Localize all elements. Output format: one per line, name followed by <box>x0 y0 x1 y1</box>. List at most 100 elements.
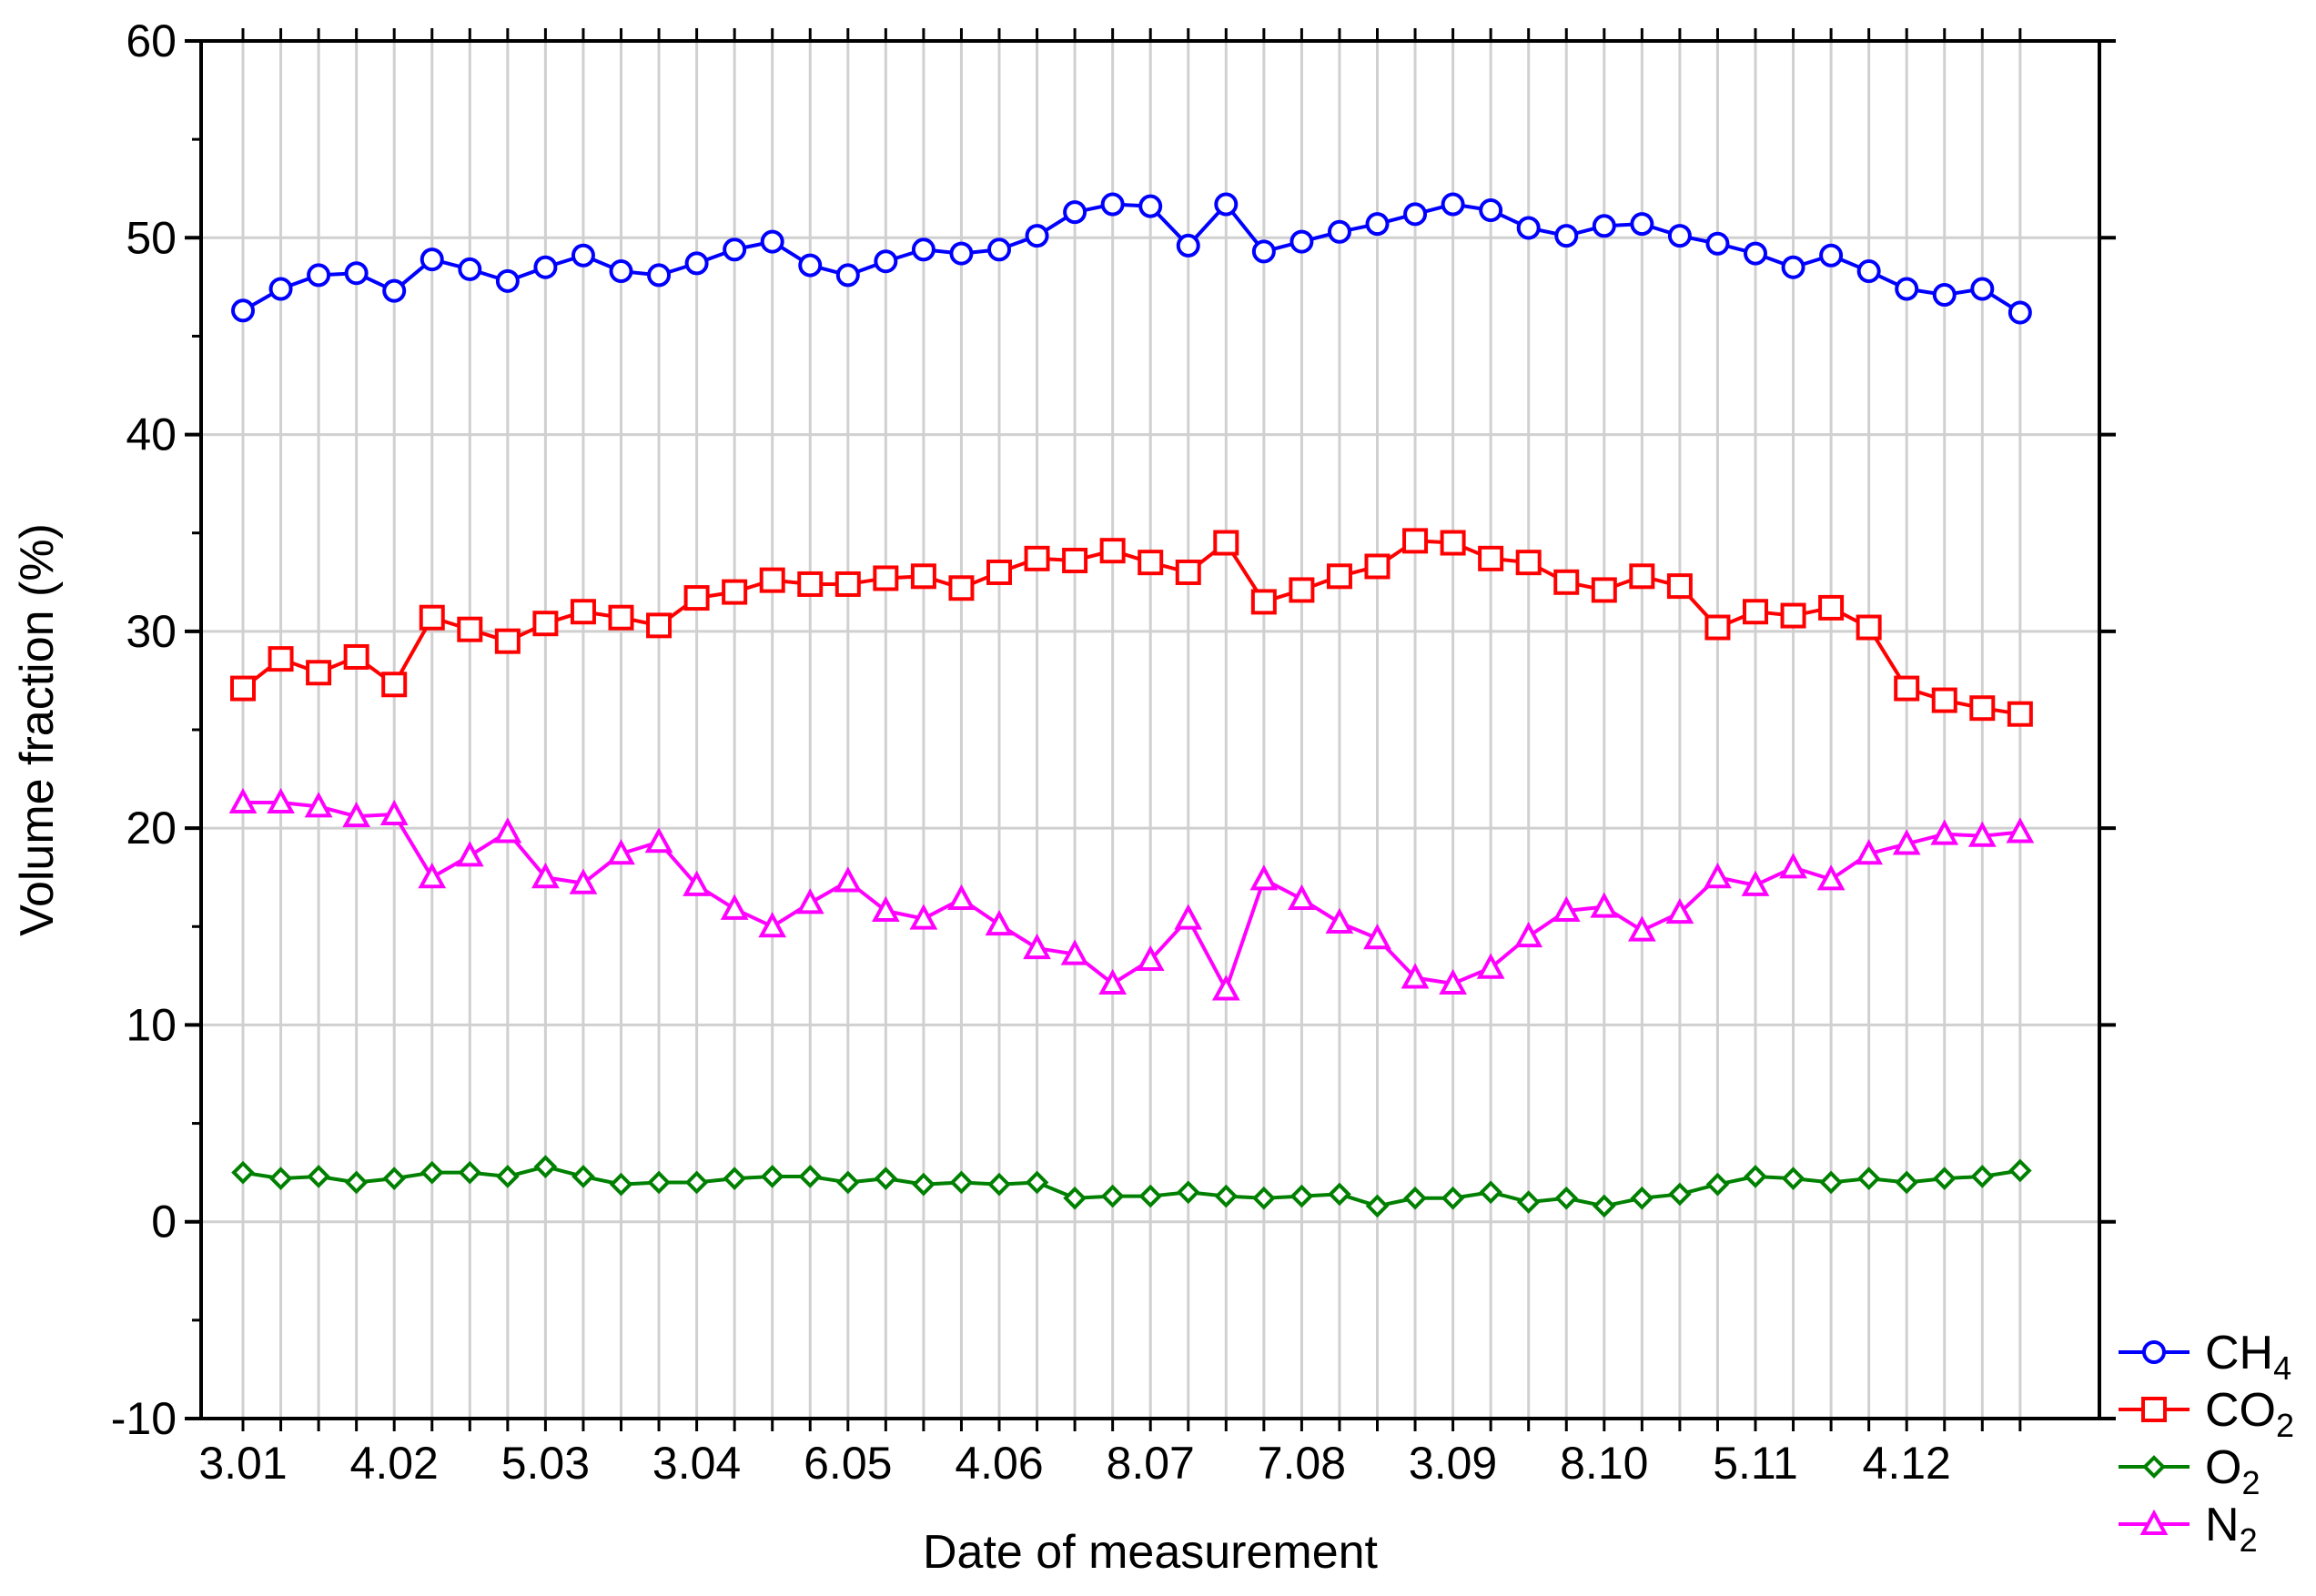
data-point-N2 <box>1363 924 1391 950</box>
data-point-N2 <box>758 912 787 938</box>
data-series <box>228 192 2035 1218</box>
legend-swatch-marker <box>2142 1340 2166 1364</box>
data-point-CH4 <box>684 251 709 276</box>
data-point-CO2 <box>1629 563 1655 590</box>
x-tick-label: 7.08 <box>1258 1438 1346 1489</box>
data-point-O2 <box>987 1172 1011 1197</box>
data-point-O2 <box>874 1167 898 1190</box>
data-point-N2 <box>1741 870 1770 896</box>
legend-label: CH4 <box>2205 1327 2291 1387</box>
data-point-O2 <box>1895 1170 1919 1195</box>
data-point-CO2 <box>457 616 483 642</box>
data-point-N2 <box>1098 968 1128 995</box>
data-point-CH4 <box>949 241 974 266</box>
x-tick-label: 8.10 <box>1560 1438 1648 1489</box>
data-point-O2 <box>1932 1167 1957 1190</box>
data-point-O2 <box>1441 1186 1465 1210</box>
data-point-CO2 <box>1553 569 1580 595</box>
data-point-O2 <box>231 1160 255 1185</box>
data-point-O2 <box>949 1170 974 1195</box>
legend-item-CO2: CO2 <box>2119 1384 2294 1444</box>
data-point-CH4 <box>1176 233 1200 258</box>
data-point-O2 <box>1328 1182 1351 1207</box>
data-point-O2 <box>1554 1186 1579 1210</box>
data-point-CO2 <box>759 567 785 593</box>
data-point-CO2 <box>1780 602 1806 629</box>
data-point-CO2 <box>1818 594 1845 621</box>
data-point-N2 <box>1401 963 1430 989</box>
legend-label: N2 <box>2205 1499 2258 1559</box>
data-point-N2 <box>379 799 409 826</box>
data-point-CO2 <box>797 571 824 597</box>
data-point-O2 <box>307 1165 330 1188</box>
legend-item-O2: O2 <box>2119 1441 2260 1501</box>
data-point-CO2 <box>2007 701 2033 727</box>
data-point-N2 <box>720 894 749 920</box>
data-point-CH4 <box>533 255 558 279</box>
data-point-O2 <box>1781 1167 1805 1190</box>
data-point-N2 <box>1288 884 1316 911</box>
data-point-N2 <box>1930 819 1959 845</box>
data-point-O2 <box>1744 1165 1767 1188</box>
data-point-CO2 <box>494 628 521 654</box>
data-point-O2 <box>382 1167 407 1190</box>
data-point-CH4 <box>874 249 898 274</box>
data-point-CH4 <box>1970 277 1995 301</box>
data-point-N2 <box>1439 968 1467 995</box>
data-point-N2 <box>228 787 258 814</box>
data-point-CO2 <box>910 563 936 590</box>
data-point-CO2 <box>570 599 596 625</box>
y-tick-label: 10 <box>126 999 177 1050</box>
x-tick-label: 8.07 <box>1107 1438 1195 1489</box>
data-point-O2 <box>1063 1186 1087 1210</box>
data-point-N2 <box>985 909 1014 936</box>
data-point-CO2 <box>1213 530 1239 556</box>
data-point-CH4 <box>835 263 860 288</box>
data-point-N2 <box>1249 864 1279 891</box>
data-point-CH4 <box>231 298 255 323</box>
data-point-CO2 <box>1175 559 1201 585</box>
data-point-O2 <box>1365 1194 1390 1218</box>
data-point-O2 <box>344 1170 369 1195</box>
legend-label: O2 <box>2205 1441 2260 1501</box>
data-point-CO2 <box>1289 577 1315 603</box>
y-tick-label: 0 <box>151 1197 177 1248</box>
data-point-N2 <box>1704 863 1732 889</box>
data-point-CO2 <box>1969 695 1996 722</box>
data-point-O2 <box>835 1170 860 1195</box>
data-point-CH4 <box>2008 300 2032 325</box>
y-tick-label: 20 <box>126 803 177 854</box>
data-point-CO2 <box>986 559 1012 585</box>
data-point-CH4 <box>1516 216 1541 240</box>
data-point-N2 <box>795 888 824 914</box>
data-point-CH4 <box>1025 224 1049 248</box>
grid-lines <box>201 39 2099 1420</box>
data-point-CO2 <box>1440 530 1466 556</box>
data-point-O2 <box>1479 1180 1502 1205</box>
data-point-N2 <box>531 863 560 889</box>
data-point-CH4 <box>1063 200 1087 225</box>
y-axis-label: Volume fraction (%) <box>11 523 64 936</box>
legend-swatch-marker <box>2141 1397 2167 1422</box>
data-point-CH4 <box>1327 219 1351 244</box>
data-point-CH4 <box>344 261 369 286</box>
data-point-O2 <box>533 1155 558 1178</box>
x-tick-label: 6.05 <box>804 1438 892 1489</box>
data-point-N2 <box>1892 829 1921 855</box>
legend-item-N2: N2 <box>2119 1499 2258 1559</box>
data-point-N2 <box>1060 939 1089 965</box>
series-O2 <box>231 1155 2032 1218</box>
data-point-N2 <box>1665 897 1694 924</box>
data-point-CH4 <box>382 278 407 303</box>
data-point-CO2 <box>722 579 748 605</box>
data-point-O2 <box>1705 1172 1730 1197</box>
data-point-N2 <box>1816 864 1846 891</box>
data-point-O2 <box>1252 1186 1276 1210</box>
data-point-O2 <box>1176 1180 1200 1205</box>
x-tick-label: 5.11 <box>1713 1438 1798 1489</box>
data-point-N2 <box>607 839 635 865</box>
data-point-CH4 <box>1441 192 1465 217</box>
data-point-N2 <box>1967 821 1997 847</box>
